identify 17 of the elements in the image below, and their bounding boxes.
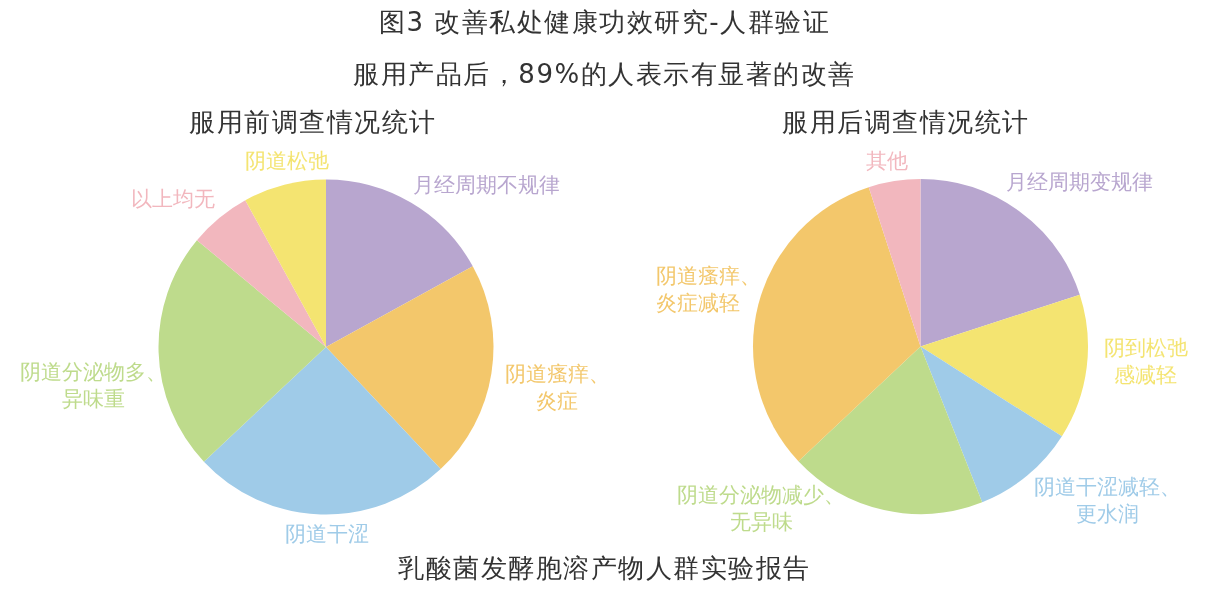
slice-label: 以上均无: [131, 187, 215, 212]
slice-label: 月经周期变规律: [1006, 170, 1153, 195]
slice-label: 阴道瘙痒、炎症: [504, 362, 610, 414]
slice-label: 阴到松弛感减轻: [1103, 336, 1188, 388]
slice-label: 其他: [866, 149, 908, 174]
text: 服用产品后，89%的人表示有显著的改善: [353, 58, 856, 90]
slice-label: 阴道干涩减轻、更水润: [1034, 475, 1181, 527]
text: 图3 改善私处健康功效研究-人群验证: [378, 6, 831, 38]
slice-label: 阴道分泌物减少、无异味: [677, 483, 845, 535]
chart-title: 服用前调查情况统计: [188, 106, 438, 138]
slice-label: 阴道分泌物多、异味重: [20, 360, 167, 412]
slice-label: 阴道松弛: [245, 149, 329, 174]
text: 乳酸菌发酵胞溶产物人群实验报告: [398, 552, 811, 584]
slice-label: 月经周期不规律: [413, 173, 560, 198]
chart-title: 服用后调查情况统计: [781, 106, 1031, 138]
slice-label: 阴道瘙痒、炎症减轻: [656, 264, 761, 316]
slice-label: 阴道干涩: [285, 522, 369, 547]
